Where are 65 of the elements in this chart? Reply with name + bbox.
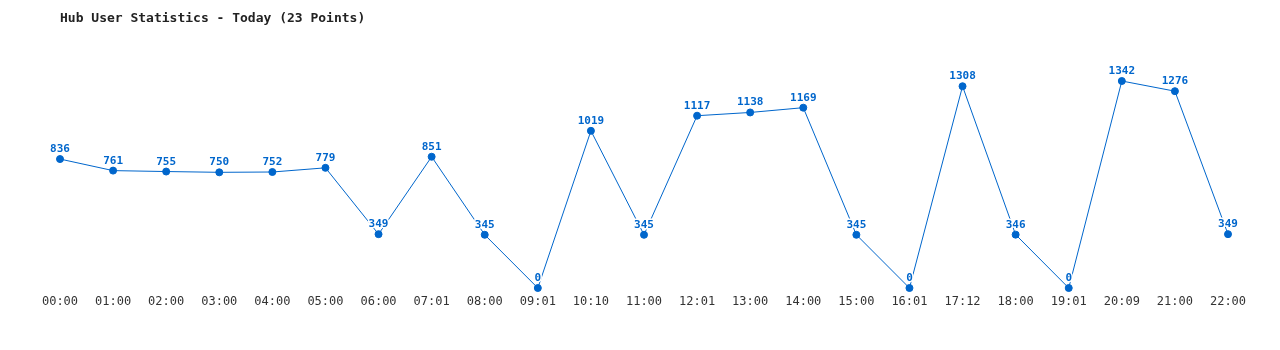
point [162,167,171,176]
data-label: 349 [1218,217,1238,231]
point [321,163,330,172]
point [640,230,648,239]
point [268,168,277,177]
x-tick-label: 14:00 [785,293,822,308]
x-tick-label: 05:00 [307,293,344,308]
point [746,108,755,117]
point [905,284,914,292]
point [427,152,436,161]
x-tick-label: 03:00 [201,293,238,308]
data-label: 752 [262,155,283,169]
x-tick-label: 11:00 [625,293,663,308]
point [1224,230,1232,239]
point [1064,284,1073,292]
point [1117,77,1126,85]
x-tick-label: 22:00 [1209,293,1247,308]
point [1170,87,1179,96]
data-label: 750 [209,155,230,169]
data-label: 1019 [577,113,605,127]
point [586,126,595,135]
point [852,230,861,239]
data-label: 1308 [949,69,976,83]
point [533,284,542,292]
data-label: 1138 [736,95,764,109]
data-label: 851 [421,139,442,153]
point [799,103,808,112]
x-tick-label: 06:00 [360,293,397,308]
point [56,155,64,164]
x-tick-label: 04:00 [254,293,291,308]
x-tick-label: 15:00 [838,293,875,308]
point [374,230,383,239]
data-label: 755 [156,154,177,168]
x-tick-label: 19:01 [1050,293,1087,308]
x-tick-label: 13:00 [732,293,769,308]
data-label: 1117 [683,98,711,112]
x-tick-label: 07:01 [413,293,450,308]
data-label: 836 [50,142,71,156]
point [693,111,702,120]
x-tick-label: 10:10 [572,293,609,308]
chart-title: Hub User Statistics - Today (23 Points) [60,10,366,25]
x-tick-label: 00:00 [41,293,79,308]
x-tick-label: 09:01 [519,293,556,308]
x-tick-label: 12:01 [679,293,716,308]
x-tick-label: 16:01 [891,293,928,308]
data-label: 779 [315,150,336,164]
data-label: 1342 [1108,64,1136,77]
x-tick-label: 01:00 [95,293,132,308]
data-label: 345 [474,217,495,231]
x-tick-label: 20:09 [1103,293,1140,308]
x-tick-label: 18:00 [997,293,1034,308]
x-tick-label: 21:00 [1156,293,1193,308]
point [109,166,118,175]
x-tick-label: 02:00 [148,293,185,308]
point [480,230,489,239]
point [215,168,224,177]
x-tick-label: 17:12 [944,293,981,308]
data-label: 0 [534,271,542,284]
point [1011,230,1020,239]
data-label: 761 [103,153,124,167]
point [958,82,967,91]
data-label: 1276 [1161,74,1189,88]
data-label: 346 [1005,217,1026,231]
x-tick-label: 08:00 [466,293,503,308]
data-label: 1169 [790,90,817,104]
